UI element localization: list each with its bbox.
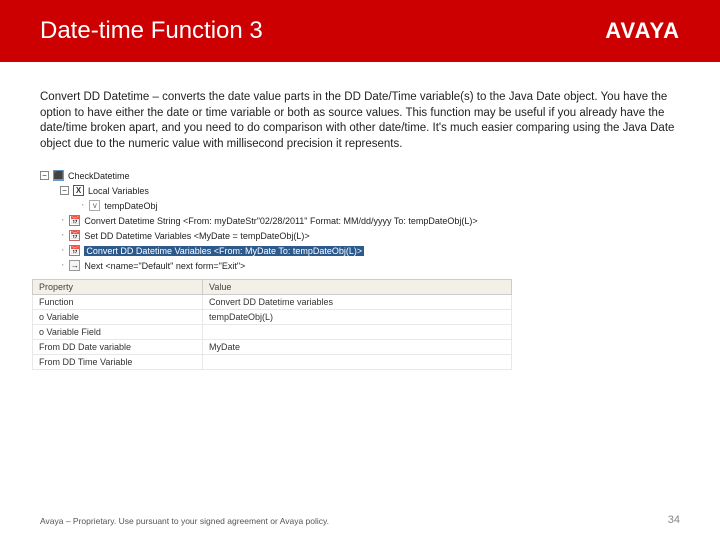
table-row: o Variable tempDateObj(L): [33, 310, 512, 325]
tree-label-selected: Convert DD Datetime Variables <From: MyD…: [84, 246, 364, 256]
tree-connector-icon: ·: [60, 261, 65, 271]
tree-row-var: · v tempDateObj: [32, 198, 680, 213]
table-cell-val: tempDateObj(L): [203, 310, 512, 325]
tree-connector-icon: ·: [60, 246, 65, 256]
table-cell-val: [203, 325, 512, 340]
footer-text: Avaya – Proprietary. Use pursuant to you…: [40, 516, 329, 526]
tree-row-root: − ⬛ CheckDatetime: [32, 168, 680, 183]
tree-connector-icon: ·: [60, 231, 65, 241]
table-header-value: Value: [203, 280, 512, 295]
calendar-icon: 📅: [69, 245, 80, 256]
table-cell-prop: From DD Date variable: [33, 340, 203, 355]
table-row: From DD Time Variable: [33, 355, 512, 370]
calendar-icon: 📅: [69, 230, 80, 241]
variable-icon: v: [89, 200, 100, 211]
collapse-icon[interactable]: −: [60, 186, 69, 195]
table-row: From DD Date variable MyDate: [33, 340, 512, 355]
table-cell-val: Convert DD Datetime variables: [203, 295, 512, 310]
page-number: 34: [668, 514, 680, 526]
tree-row-locals: − X Local Variables: [32, 183, 680, 198]
table-row: Function Convert DD Datetime variables: [33, 295, 512, 310]
tree-row-fn: · 📅 Convert Datetime String <From: myDat…: [32, 213, 680, 228]
variables-icon: X: [73, 185, 84, 196]
tree-label: tempDateObj: [104, 201, 157, 211]
logo: AVAYA: [605, 18, 680, 44]
tree-label: Local Variables: [88, 186, 149, 196]
next-icon: →: [69, 260, 80, 271]
table-row: o Variable Field: [33, 325, 512, 340]
tree-connector-icon: ·: [60, 216, 65, 226]
tree-row-fn: · → Next <name="Default" next form="Exit…: [32, 258, 680, 273]
body-paragraph: Convert DD Datetime – converts the date …: [40, 90, 680, 152]
tree-connector-icon: ·: [80, 201, 85, 211]
table-cell-prop: From DD Time Variable: [33, 355, 203, 370]
properties-table: Property Value Function Convert DD Datet…: [32, 279, 512, 370]
header-bar: Date-time Function 3 AVAYA: [0, 0, 720, 62]
tree-view: − ⬛ CheckDatetime − X Local Variables · …: [32, 168, 680, 273]
body-area: Convert DD Datetime – converts the date …: [0, 62, 720, 370]
function-block-icon: ⬛: [53, 170, 64, 181]
tree-label: Convert Datetime String <From: myDateStr…: [84, 216, 477, 226]
table-cell-prop: o Variable: [33, 310, 203, 325]
tree-row-fn: · 📅 Set DD Datetime Variables <MyDate = …: [32, 228, 680, 243]
tree-label: Next <name="Default" next form="Exit">: [84, 261, 245, 271]
footer: Avaya – Proprietary. Use pursuant to you…: [40, 514, 680, 526]
collapse-icon[interactable]: −: [40, 171, 49, 180]
table-cell-val: MyDate: [203, 340, 512, 355]
calendar-icon: 📅: [69, 215, 80, 226]
tree-label: Set DD Datetime Variables <MyDate = temp…: [84, 231, 309, 241]
table-header-property: Property: [33, 280, 203, 295]
table-cell-prop: o Variable Field: [33, 325, 203, 340]
logo-text: AVAYA: [605, 18, 680, 44]
table-cell-prop: Function: [33, 295, 203, 310]
table-cell-val: [203, 355, 512, 370]
diagram-area: − ⬛ CheckDatetime − X Local Variables · …: [32, 168, 680, 370]
page-title: Date-time Function 3: [40, 17, 263, 45]
tree-row-fn-selected[interactable]: · 📅 Convert DD Datetime Variables <From:…: [32, 243, 680, 258]
tree-label: CheckDatetime: [68, 171, 130, 181]
